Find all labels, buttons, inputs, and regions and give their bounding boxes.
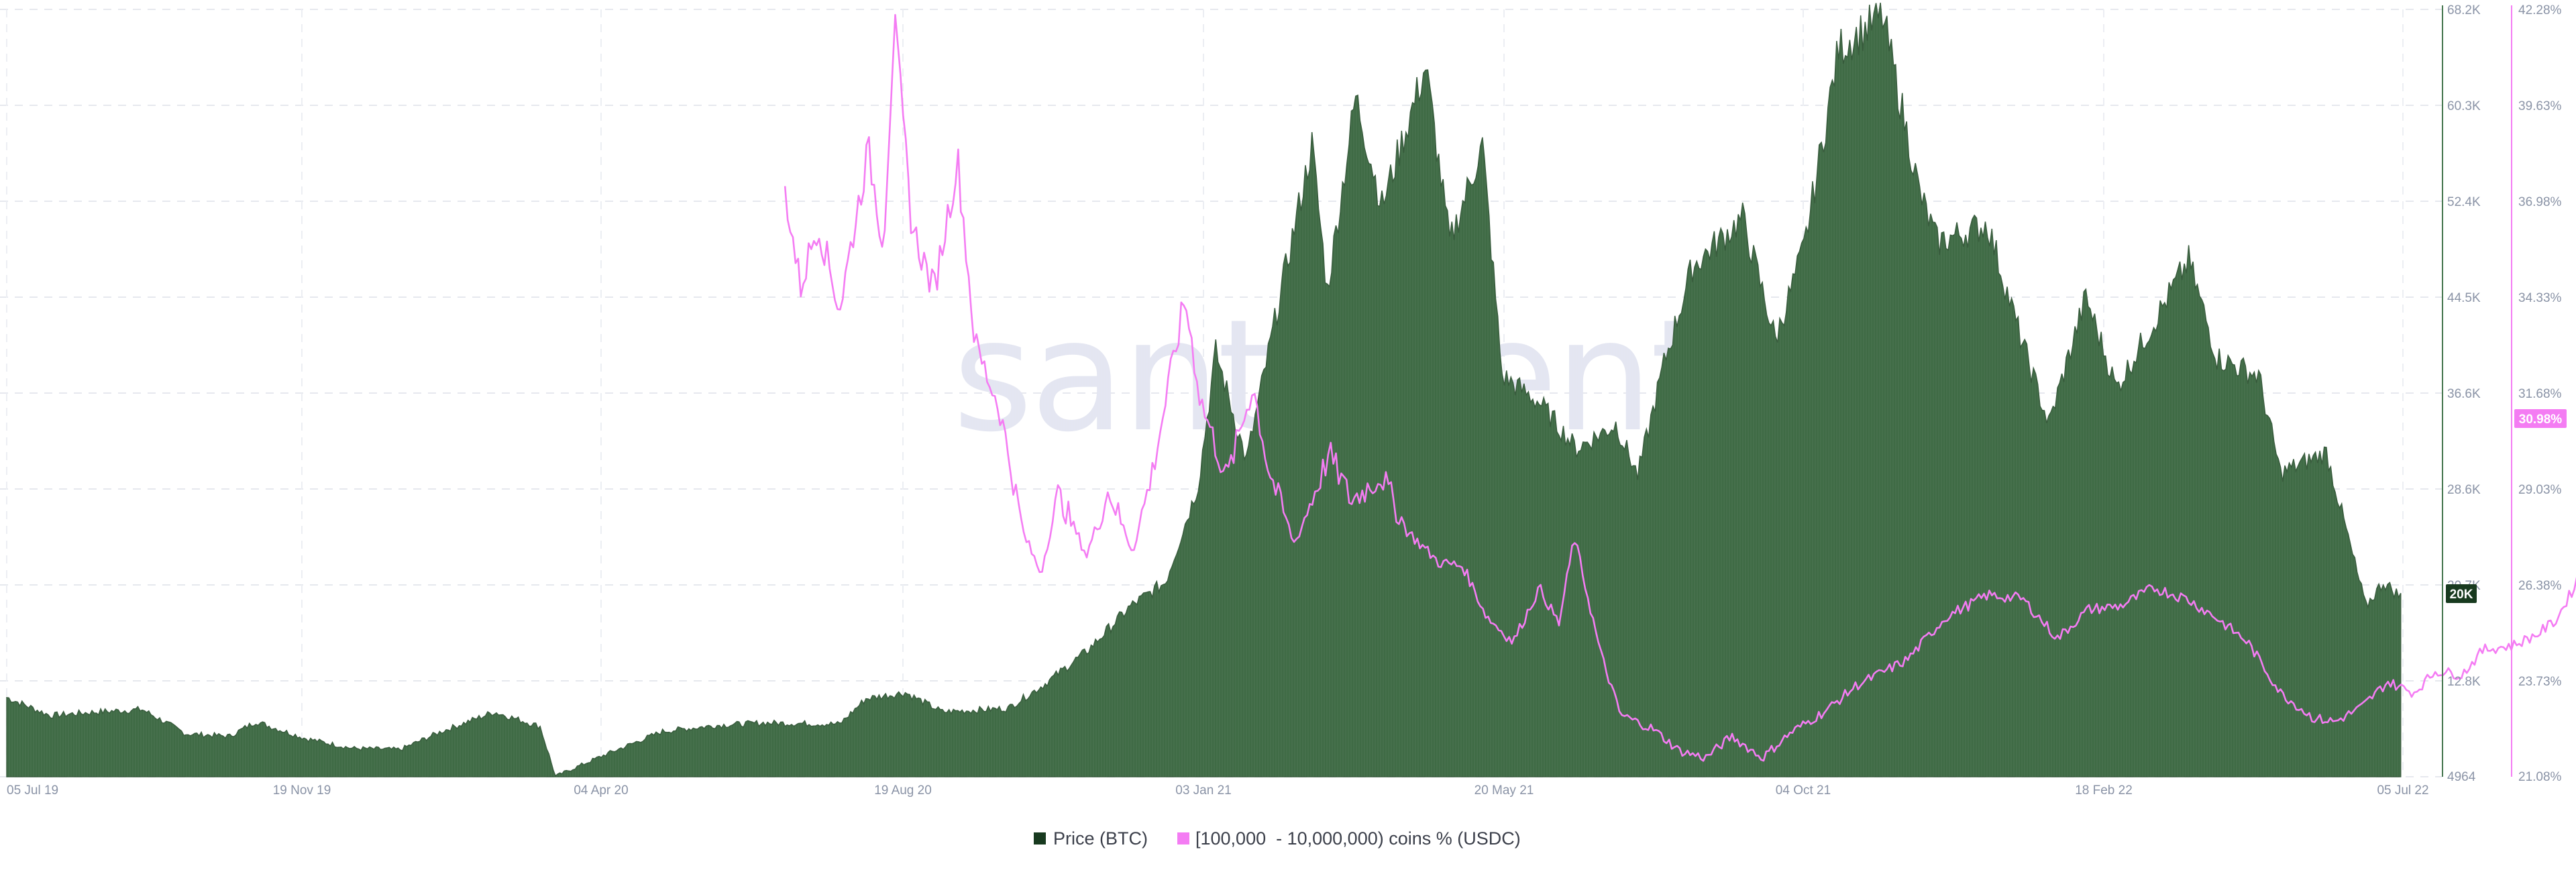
legend-swatch-share [1177,832,1189,844]
x-tick-label: 05 Jul 22 [2377,783,2428,798]
share-line-path [784,13,2576,762]
share-line [784,13,2576,762]
axes [2442,5,2512,777]
pct-tick-label: 34.33% [2518,291,2562,305]
price-badge-bg [2446,584,2477,603]
share-badge-bg [2514,409,2567,428]
price-tick-label: 60.3K [2447,99,2481,113]
legend-label-share: [100,000 - 10,000,000) coins % (USDC) [1195,828,1521,849]
price-tick-label: 68.2K [2447,3,2481,17]
x-tick-label: 05 Jul 19 [7,783,58,798]
pct-axis-ticks: 42.28% 39.63% 36.98% 34.33% 31.68% 29.03% 26.3… [2518,3,2562,784]
x-axis-ticks: 05 Jul 19 19 Nov 19 04 Apr 20 19 Aug 20 03 J… [7,783,2429,798]
price-tick-label: 4964 [2447,770,2476,784]
price-tick-label: 36.6K [2447,387,2481,401]
x-tick-label: 04 Oct 21 [1776,783,1831,798]
x-tick-label: 19 Aug 20 [874,783,932,798]
price-tick-label: 44.5K [2447,291,2481,305]
x-tick-label: 04 Apr 20 [574,783,628,798]
pct-tick-label: 36.98% [2518,195,2562,209]
pct-tick-label: 42.28% [2518,3,2562,17]
price-tick-label: 12.8K [2447,675,2481,689]
pct-tick-label: 39.63% [2518,99,2562,113]
share-badge-label: 30.98% [2519,413,2563,427]
price-area-fill [6,2,2402,777]
price-area [6,2,2402,777]
price-tick-label: 28.6K [2447,483,2481,497]
share-current-badge: 30.98% [2514,409,2567,428]
price-current-badge: 20K [2446,584,2477,603]
legend-swatch-price [1034,832,1046,844]
pct-tick-label: 31.68% [2518,387,2562,401]
x-tick-label: 03 Jan 21 [1175,783,1231,798]
price-badge-label: 20K [2450,588,2473,602]
pct-tick-label: 26.38% [2518,579,2562,593]
legend: Price (BTC) [100,000 - 10,000,000) coins… [1034,828,1521,849]
pct-tick-label: 23.73% [2518,675,2562,689]
price-axis-ticks: 68.2K60.3K52.4K44.5K36.6K28.6K20.7K12.8K… [2447,3,2481,784]
x-tick-label: 19 Nov 19 [273,783,331,798]
pct-tick-label: 29.03% [2518,483,2562,497]
legend-label-price: Price (BTC) [1053,828,1148,849]
x-tick-label: 20 May 21 [1474,783,1534,798]
x-tick-label: 18 Feb 22 [2075,783,2133,798]
price-tick-label: 52.4K [2447,195,2481,209]
pct-tick-label: 21.08% [2518,770,2562,784]
